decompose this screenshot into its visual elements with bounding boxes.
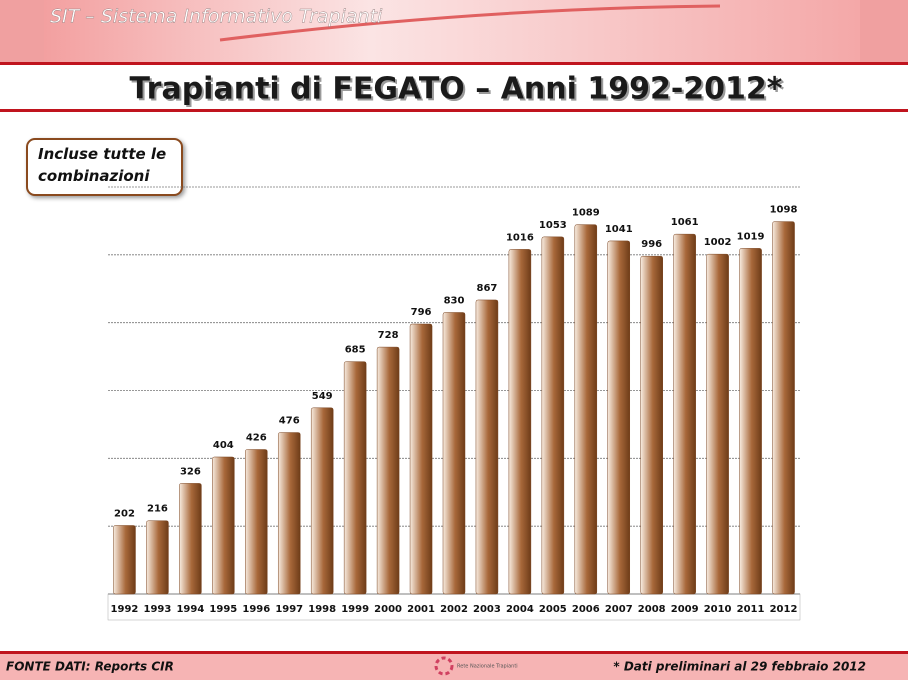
bar [409, 323, 433, 595]
x-tick-label: 1994 [176, 604, 204, 615]
data-label: 1053 [539, 220, 567, 231]
data-label: 202 [114, 508, 135, 519]
x-tick-label: 2006 [572, 604, 600, 615]
header-title: SIT – Sistema Informativo Trapianti [50, 6, 383, 28]
footer-logo: Rete Nazionale Trapianti [457, 664, 518, 670]
title-line [0, 109, 908, 112]
data-label: 326 [180, 466, 201, 477]
data-label: 830 [444, 295, 465, 306]
header-swoosh [219, 4, 721, 42]
x-tick-label: 2004 [506, 604, 534, 615]
bar [376, 346, 400, 595]
title-shadow: Trapianti di FEGATO – Anni 1992-2012* [132, 74, 785, 109]
data-label: 867 [477, 283, 498, 294]
x-tick-label: 1995 [209, 604, 237, 615]
header-line [0, 62, 908, 65]
data-label: 1019 [737, 231, 765, 242]
logo-icon [434, 656, 454, 676]
annotation-box [26, 138, 183, 196]
bar [607, 240, 631, 595]
x-tick-label: 1992 [111, 604, 139, 615]
bar [113, 525, 136, 595]
data-label: 796 [411, 307, 432, 318]
data-label: 996 [641, 239, 662, 250]
x-tick-label: 2008 [638, 604, 666, 615]
bar [277, 432, 301, 595]
data-label: 476 [279, 416, 300, 427]
plot: 1992 202 1993 216 1994 326 1995 404 1996 426 1997 4… [107, 186, 801, 621]
bar [640, 255, 663, 595]
footer-note: * Dati preliminari al 29 febbraio 2012 [613, 660, 866, 674]
footer-source: FONTE DATI: Reports CIR [6, 660, 174, 674]
x-tick-label: 1999 [341, 604, 369, 615]
x-tick-label: 2012 [770, 604, 798, 615]
footer-line [0, 651, 908, 654]
data-label: 1041 [605, 224, 633, 235]
data-label: 1002 [704, 237, 732, 248]
bar [179, 483, 202, 595]
annotation: Incluse tutte le combinazioni [38, 145, 167, 185]
x-tick-label: 2000 [374, 604, 402, 615]
bar [541, 236, 565, 595]
bar [310, 407, 334, 595]
bar [212, 456, 235, 595]
x-tick-label: 2005 [539, 604, 567, 615]
bar [508, 249, 532, 595]
footer-band [0, 654, 908, 680]
data-label: 404 [213, 440, 234, 451]
data-label: 1016 [506, 232, 534, 243]
x-tick-label: 1998 [308, 604, 336, 615]
bar [574, 224, 598, 595]
x-tick-label: 2007 [605, 604, 633, 615]
data-label: 426 [246, 433, 267, 444]
data-label: 685 [345, 345, 366, 356]
x-tick-label: 2003 [473, 604, 501, 615]
bar [343, 361, 367, 595]
bar [772, 221, 795, 595]
bar [146, 520, 169, 595]
header-inner [44, 0, 860, 62]
data-label: 1061 [671, 217, 699, 228]
bar [706, 253, 729, 595]
bar [475, 299, 499, 595]
data-label: 728 [378, 330, 399, 341]
bar [442, 312, 466, 595]
x-tick-label: 2001 [407, 604, 435, 615]
data-label: 1089 [572, 208, 600, 219]
chart-title: Trapianti di FEGATO – Anni 1992-2012* [130, 72, 783, 107]
bar [245, 449, 268, 595]
data-label: 1098 [770, 205, 798, 216]
x-tick-label: 2010 [704, 604, 732, 615]
x-tick-label: 2011 [737, 604, 765, 615]
annotation-wrap: Incluse tutte le combinazioni [38, 145, 167, 185]
x-tick-label: 1997 [275, 604, 303, 615]
data-label: 549 [312, 391, 333, 402]
x-tick-label: 2002 [440, 604, 468, 615]
x-tick-label: 2009 [671, 604, 699, 615]
x-tick-label: 1996 [242, 604, 270, 615]
bar [739, 248, 762, 595]
data-label: 216 [147, 504, 168, 515]
bar [673, 233, 696, 595]
x-tick-label: 1993 [144, 604, 172, 615]
